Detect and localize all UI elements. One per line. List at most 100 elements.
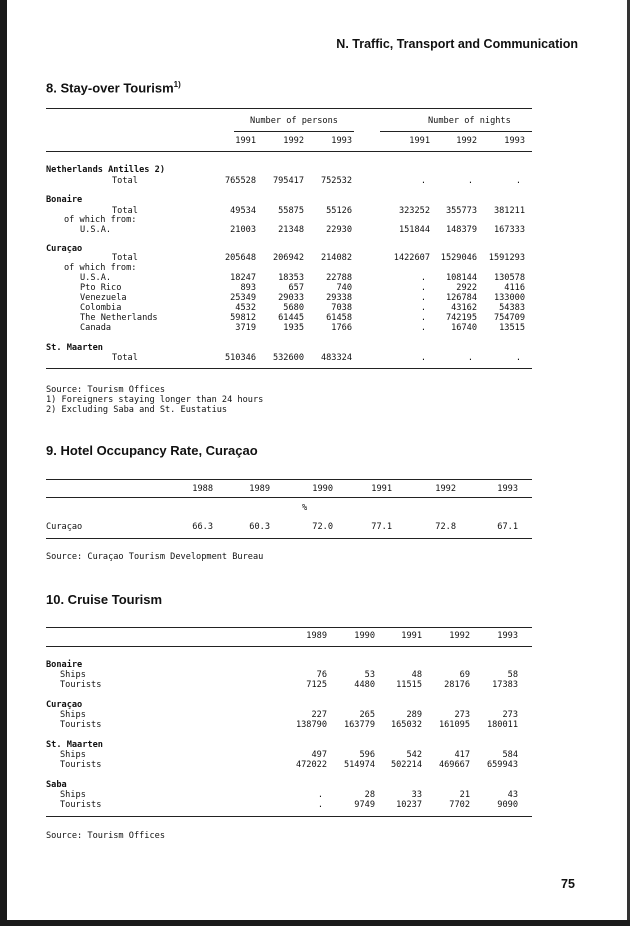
cell-value: 43 xyxy=(507,790,518,800)
cell-value: 483324 xyxy=(320,353,352,363)
cell-value: 1988 xyxy=(192,484,213,494)
cell-value: 417 xyxy=(454,750,470,760)
row-label: Venezuela xyxy=(80,293,127,303)
cell-value: 659943 xyxy=(486,760,518,770)
cell-value: 22930 xyxy=(326,225,352,235)
footnote-2: 2) Excluding Saba and St. Eustatius xyxy=(46,405,228,415)
year-header-row: 1989 1990 1991 1992 1993 xyxy=(46,631,532,641)
cell-value: 43162 xyxy=(451,303,477,313)
row-label: The Netherlands xyxy=(80,313,158,323)
cell-value: . xyxy=(467,176,473,186)
cell-value: . xyxy=(317,800,323,810)
row-label: Curaçao xyxy=(46,700,83,710)
cell-value: 167333 xyxy=(493,225,525,235)
cell-value: 72.0 xyxy=(312,522,333,532)
cell-value: 77.1 xyxy=(371,522,392,532)
row-label: St. Maarten xyxy=(46,343,103,353)
source-note: Source: Curaçao Tourism Development Bure… xyxy=(46,552,264,562)
cell-value: 22788 xyxy=(326,273,352,283)
cell-value: 1993 xyxy=(504,136,525,146)
table-row: Colombia 4532 5680 7038. 43162 54383 xyxy=(46,303,532,313)
cell-value: 742195 xyxy=(445,313,477,323)
cell-value: 17383 xyxy=(492,680,518,690)
cell-value: 596 xyxy=(359,750,375,760)
cell-value: 472022 xyxy=(295,760,327,770)
row-label: Pto Rico xyxy=(80,283,122,293)
cell-value: 67.1 xyxy=(497,522,518,532)
cell-value: 16740 xyxy=(451,323,477,333)
cell-value: 542 xyxy=(406,750,422,760)
unit-label: % xyxy=(302,503,308,513)
table-row: of which from: xyxy=(46,215,532,225)
cell-value: 28176 xyxy=(444,680,470,690)
table-row: Ships 497 596 542 417 584 xyxy=(46,750,532,760)
cell-value: . xyxy=(420,353,426,363)
cell-value: 1992 xyxy=(435,484,456,494)
running-head: N. Traffic, Transport and Communication xyxy=(336,37,578,51)
cell-value: 151844 xyxy=(398,225,430,235)
row-label: Tourists xyxy=(60,720,102,730)
table-row: Tourists 7125 4480 11515 28176 17383 xyxy=(46,680,532,690)
cell-value: 532600 xyxy=(272,353,304,363)
table-row: Total 510346 532600 483324... xyxy=(46,353,532,363)
table-row: Pto Rico 893 657 740. 2922 4116 xyxy=(46,283,532,293)
cell-value: 1991 xyxy=(409,136,430,146)
table-row: Ships 76 53 48 69 58 xyxy=(46,670,532,680)
table-row: U.S.A. 18247 18353 22788. 108144 130578 xyxy=(46,273,532,283)
cell-value: 740 xyxy=(336,283,352,293)
cell-value: 66.3 xyxy=(192,522,213,532)
cell-value: 1991 xyxy=(401,631,422,641)
table-row: U.S.A. 21003 21348 22930 151844 148379 167333 xyxy=(46,225,532,235)
rule xyxy=(46,646,532,647)
row-label: Total xyxy=(112,206,138,216)
cell-value: 1991 xyxy=(371,484,392,494)
row-label: Curaçao xyxy=(46,244,83,254)
footnote-1: 1) Foreigners staying longer than 24 hou… xyxy=(46,395,264,405)
cell-value: . xyxy=(420,283,426,293)
cell-value: 148379 xyxy=(445,225,477,235)
page-number: 75 xyxy=(561,877,575,891)
table-row: St. Maarten xyxy=(46,740,532,750)
title-footnote: 1) xyxy=(173,80,181,89)
cell-value: 510346 xyxy=(224,353,256,363)
cell-value: 584 xyxy=(502,750,518,760)
cell-value: 514974 xyxy=(343,760,375,770)
cell-value: 893 xyxy=(240,283,256,293)
table-row: Canada 3719 1935 1766. 16740 13515 xyxy=(46,323,532,333)
rule xyxy=(46,816,532,817)
cell-value: 28 xyxy=(364,790,375,800)
row-label: Bonaire xyxy=(46,660,83,670)
cell-value: 1422607 xyxy=(393,253,430,263)
section-9-title: 9. Hotel Occupancy Rate, Curaçao xyxy=(46,443,258,458)
cell-value: 29338 xyxy=(326,293,352,303)
cell-value: 18353 xyxy=(278,273,304,283)
cell-value: 502214 xyxy=(390,760,422,770)
cell-value: 163779 xyxy=(343,720,375,730)
table-row: Saba xyxy=(46,780,532,790)
row-label: St. Maarten xyxy=(46,740,103,750)
cell-value: 206942 xyxy=(272,253,304,263)
cell-value: 55126 xyxy=(326,206,352,216)
cell-value: 289 xyxy=(406,710,422,720)
cell-value: 180011 xyxy=(486,720,518,730)
cell-value: 1992 xyxy=(283,136,304,146)
cell-value: 54383 xyxy=(499,303,525,313)
table-row: Total 205648 206942 214082 1422607 1529046 159… xyxy=(46,253,532,263)
cell-value: 1935 xyxy=(283,323,304,333)
cell-value: 1989 xyxy=(249,484,270,494)
cell-value: 1993 xyxy=(497,484,518,494)
row-label: U.S.A. xyxy=(80,273,112,283)
cell-value: 53 xyxy=(364,670,375,680)
rule xyxy=(46,538,532,539)
row-label: Netherlands Antilles 2) xyxy=(46,165,165,175)
rule xyxy=(46,627,532,628)
header-number-of-persons: Number of persons xyxy=(250,116,338,126)
year-header-row: 1991 1992 1993 1991 1992 1993 xyxy=(46,136,532,146)
row-label: Ships xyxy=(60,710,86,720)
cell-value: 165032 xyxy=(390,720,422,730)
cell-value: 59812 xyxy=(230,313,256,323)
cell-value: . xyxy=(420,176,426,186)
cell-value: 7038 xyxy=(331,303,352,313)
row-label: of which from: xyxy=(64,263,137,273)
cell-value: 5680 xyxy=(283,303,304,313)
